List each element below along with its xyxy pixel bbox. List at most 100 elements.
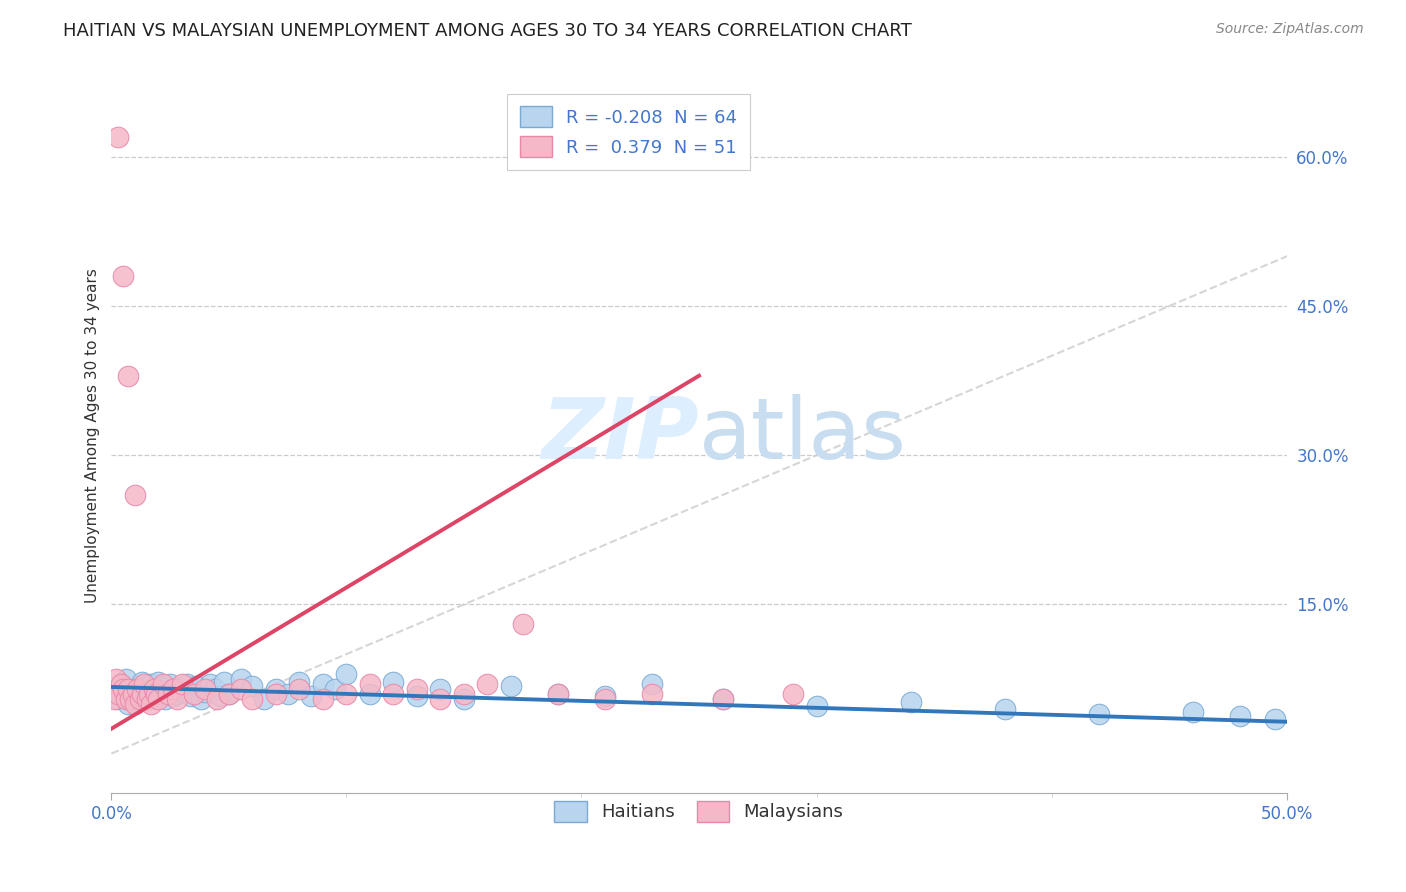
Point: [124, 488, 146, 502]
Point: [142, 681, 165, 696]
Point: [127, 681, 149, 696]
Y-axis label: Unemployment Among Ages 30 to 34 years: Unemployment Among Ages 30 to 34 years: [86, 268, 100, 603]
Point: [184, 679, 207, 693]
Point: [156, 685, 179, 699]
Point: [131, 687, 153, 701]
Point: [194, 685, 217, 699]
Point: [1229, 708, 1251, 723]
Point: [180, 689, 202, 703]
Point: [264, 687, 287, 701]
Point: [453, 687, 475, 701]
Point: [242, 679, 264, 693]
Point: [277, 687, 299, 701]
Point: [112, 687, 135, 701]
Point: [312, 692, 335, 706]
Legend: Haitians, Malaysians: Haitians, Malaysians: [541, 789, 856, 834]
Point: [218, 687, 240, 701]
Point: [159, 677, 181, 691]
Point: [170, 685, 193, 699]
Point: [382, 675, 405, 690]
Point: [312, 677, 335, 691]
Point: [212, 675, 235, 690]
Point: [107, 687, 129, 701]
Point: [148, 692, 170, 706]
Point: [641, 687, 664, 701]
Point: [138, 692, 160, 706]
Point: [288, 675, 311, 690]
Point: [782, 687, 804, 701]
Point: [198, 677, 221, 691]
Point: [453, 692, 475, 706]
Point: [103, 692, 125, 706]
Point: [163, 681, 186, 696]
Point: [170, 677, 193, 691]
Text: ZIP: ZIP: [541, 394, 699, 477]
Point: [429, 692, 451, 706]
Point: [148, 675, 170, 690]
Point: [135, 692, 157, 706]
Point: [176, 677, 198, 691]
Point: [208, 689, 231, 703]
Point: [149, 687, 172, 701]
Point: [131, 675, 153, 690]
Point: [359, 677, 381, 691]
Point: [110, 677, 132, 691]
Point: [229, 672, 252, 686]
Point: [155, 692, 177, 706]
Point: [547, 687, 569, 701]
Point: [711, 692, 734, 706]
Point: [183, 687, 205, 701]
Text: HAITIAN VS MALAYSIAN UNEMPLOYMENT AMONG AGES 30 TO 34 YEARS CORRELATION CHART: HAITIAN VS MALAYSIAN UNEMPLOYMENT AMONG …: [63, 22, 912, 40]
Point: [359, 687, 381, 701]
Point: [138, 687, 160, 701]
Point: [1181, 705, 1204, 719]
Point: [162, 681, 184, 696]
Point: [134, 677, 156, 691]
Point: [335, 667, 357, 681]
Point: [429, 681, 451, 696]
Point: [547, 687, 569, 701]
Point: [107, 692, 129, 706]
Point: [117, 697, 139, 711]
Point: [229, 681, 252, 696]
Point: [382, 687, 405, 701]
Point: [218, 687, 240, 701]
Point: [114, 692, 136, 706]
Point: [112, 269, 135, 284]
Text: atlas: atlas: [699, 394, 907, 477]
Point: [142, 681, 165, 696]
Point: [127, 692, 149, 706]
Point: [110, 677, 132, 691]
Point: [152, 679, 174, 693]
Point: [145, 689, 167, 703]
Point: [264, 681, 287, 696]
Point: [120, 681, 142, 696]
Point: [499, 679, 522, 693]
Point: [204, 681, 226, 696]
Point: [900, 695, 922, 709]
Point: [1264, 712, 1286, 726]
Point: [121, 687, 143, 701]
Point: [641, 677, 664, 691]
Text: Source: ZipAtlas.com: Source: ZipAtlas.com: [1216, 22, 1364, 37]
Point: [288, 681, 311, 696]
Point: [205, 692, 228, 706]
Point: [1087, 706, 1109, 721]
Point: [253, 692, 276, 706]
Point: [593, 692, 616, 706]
Point: [993, 702, 1015, 716]
Point: [145, 687, 167, 701]
Point: [477, 677, 499, 691]
Point: [152, 677, 174, 691]
Point: [105, 681, 128, 696]
Point: [162, 689, 184, 703]
Point: [128, 679, 150, 693]
Point: [194, 681, 217, 696]
Point: [406, 681, 429, 696]
Point: [711, 692, 734, 706]
Point: [141, 697, 163, 711]
Point: [190, 692, 212, 706]
Point: [323, 681, 346, 696]
Point: [406, 689, 429, 703]
Point: [242, 692, 264, 706]
